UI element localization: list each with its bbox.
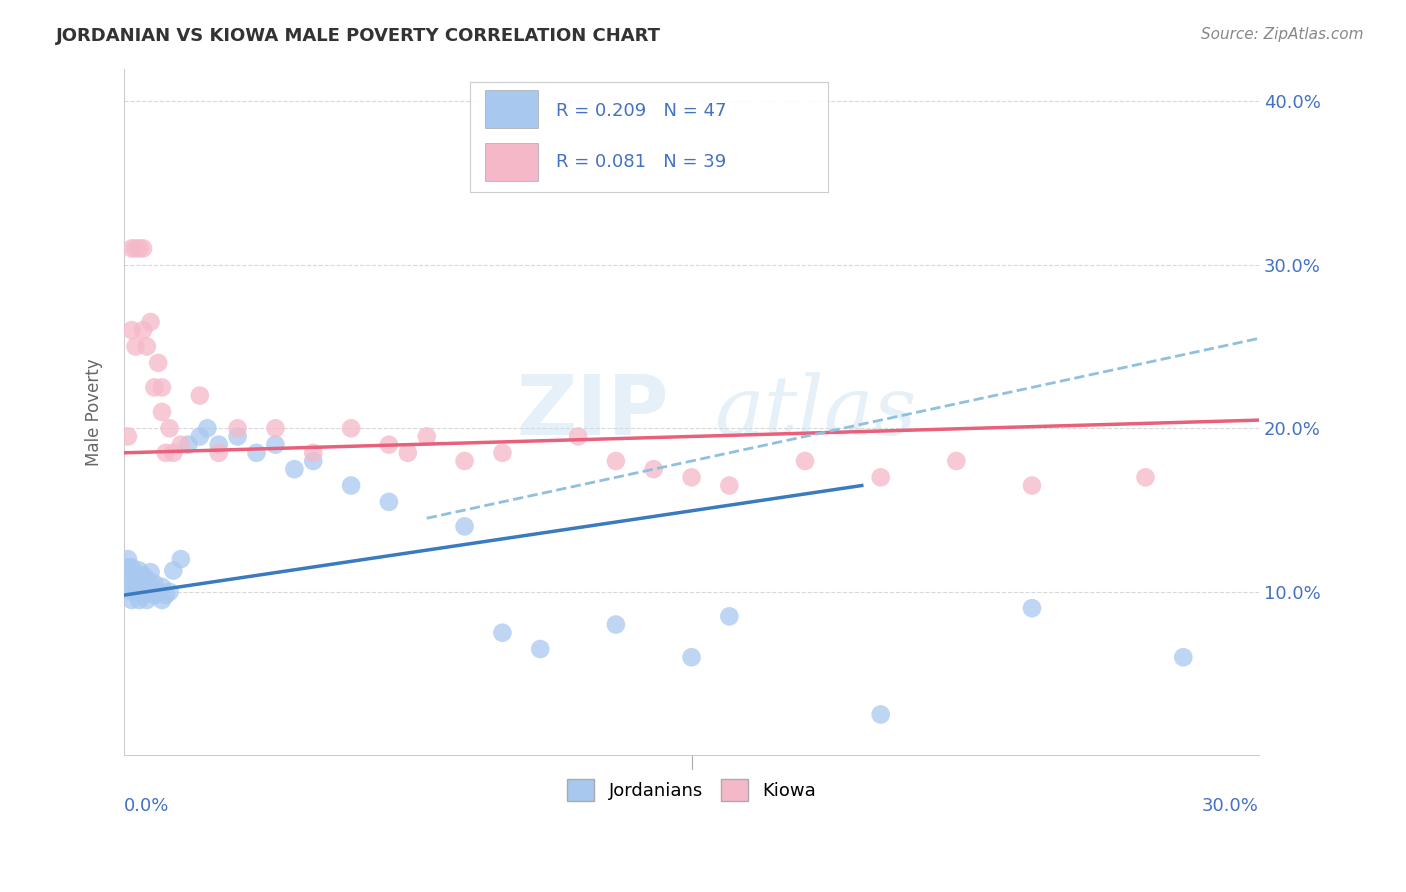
Point xyxy=(1173,650,1195,665)
Point xyxy=(150,580,173,594)
Point xyxy=(529,642,551,657)
Point xyxy=(340,478,363,492)
Point xyxy=(139,565,162,579)
Point xyxy=(117,552,139,566)
Point xyxy=(416,429,439,443)
Point xyxy=(340,421,363,435)
Point xyxy=(159,584,181,599)
Point xyxy=(121,593,143,607)
Text: atlas: atlas xyxy=(714,372,917,452)
Point xyxy=(605,617,627,632)
Point xyxy=(681,650,703,665)
Point xyxy=(124,584,146,599)
Point xyxy=(794,454,817,468)
Point xyxy=(605,454,627,468)
Point xyxy=(869,707,891,722)
Point xyxy=(188,429,211,443)
Point xyxy=(132,588,155,602)
Point xyxy=(453,454,475,468)
Point xyxy=(208,437,231,451)
Point xyxy=(226,429,249,443)
Point xyxy=(491,446,513,460)
Point xyxy=(143,576,166,591)
Point xyxy=(302,454,325,468)
Point xyxy=(159,421,181,435)
Point xyxy=(121,584,143,599)
Point xyxy=(718,478,741,492)
Point xyxy=(491,625,513,640)
Legend: Jordanians, Kiowa: Jordanians, Kiowa xyxy=(560,772,824,808)
Point xyxy=(245,446,267,460)
Point xyxy=(396,446,419,460)
Point xyxy=(177,437,200,451)
Text: Source: ZipAtlas.com: Source: ZipAtlas.com xyxy=(1201,27,1364,42)
Point xyxy=(132,323,155,337)
Point xyxy=(226,421,249,435)
Point xyxy=(643,462,665,476)
Point xyxy=(117,568,139,582)
Point xyxy=(170,437,193,451)
Text: ZIP: ZIP xyxy=(516,371,669,452)
Point xyxy=(283,462,305,476)
Point xyxy=(128,564,150,578)
Point xyxy=(121,560,143,574)
Point xyxy=(208,446,231,460)
Point xyxy=(132,568,155,582)
Point xyxy=(1021,601,1043,615)
Point xyxy=(150,380,173,394)
Point xyxy=(718,609,741,624)
Point xyxy=(150,405,173,419)
Point xyxy=(162,564,184,578)
Point xyxy=(121,241,143,255)
Point xyxy=(117,576,139,591)
Text: 30.0%: 30.0% xyxy=(1202,797,1258,814)
Point xyxy=(148,356,170,370)
Point xyxy=(264,421,287,435)
Point xyxy=(188,388,211,402)
Point xyxy=(681,470,703,484)
Point xyxy=(143,588,166,602)
Point xyxy=(945,454,967,468)
Point xyxy=(124,572,146,586)
Point xyxy=(264,437,287,451)
Point xyxy=(117,560,139,574)
Point xyxy=(124,241,146,255)
Point xyxy=(150,593,173,607)
Point xyxy=(139,315,162,329)
Point xyxy=(195,421,218,435)
Point xyxy=(302,446,325,460)
Point xyxy=(135,593,157,607)
Point xyxy=(1135,470,1157,484)
Point xyxy=(155,588,177,602)
Point xyxy=(453,519,475,533)
Point xyxy=(128,593,150,607)
Point xyxy=(135,339,157,353)
Point xyxy=(170,552,193,566)
Point xyxy=(567,429,589,443)
Text: 0.0%: 0.0% xyxy=(124,797,170,814)
Y-axis label: Male Poverty: Male Poverty xyxy=(86,358,103,466)
Text: JORDANIAN VS KIOWA MALE POVERTY CORRELATION CHART: JORDANIAN VS KIOWA MALE POVERTY CORRELAT… xyxy=(56,27,661,45)
Point xyxy=(132,580,155,594)
Point xyxy=(121,323,143,337)
Point xyxy=(128,241,150,255)
Point xyxy=(148,584,170,599)
Point xyxy=(139,584,162,599)
Point xyxy=(132,241,155,255)
Point xyxy=(1021,478,1043,492)
Point xyxy=(378,437,401,451)
Point xyxy=(378,495,401,509)
Point xyxy=(155,446,177,460)
Point xyxy=(117,429,139,443)
Point xyxy=(143,380,166,394)
Point xyxy=(162,446,184,460)
Point xyxy=(124,339,146,353)
Point xyxy=(135,572,157,586)
Point xyxy=(869,470,891,484)
